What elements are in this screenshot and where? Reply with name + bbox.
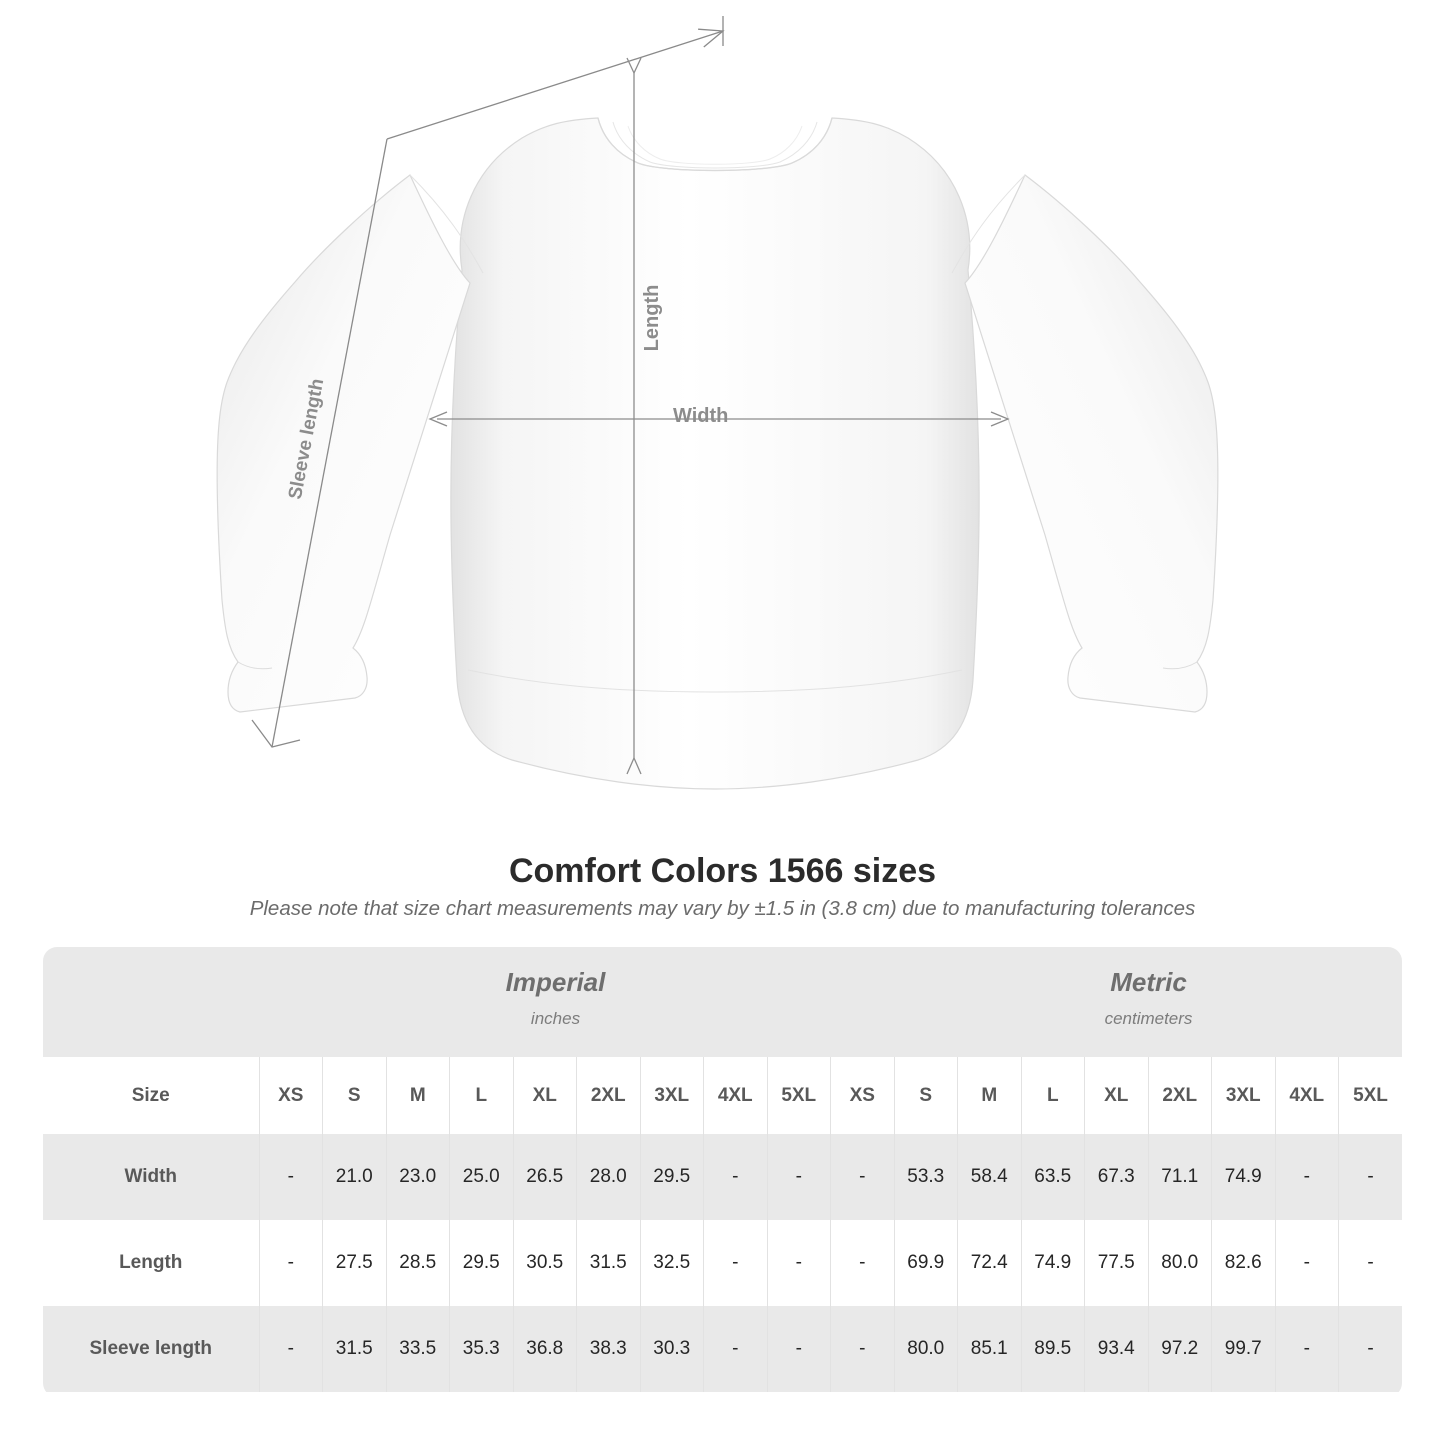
svg-text:Length: Length <box>641 285 663 352</box>
svg-text:Width: Width <box>673 405 728 427</box>
